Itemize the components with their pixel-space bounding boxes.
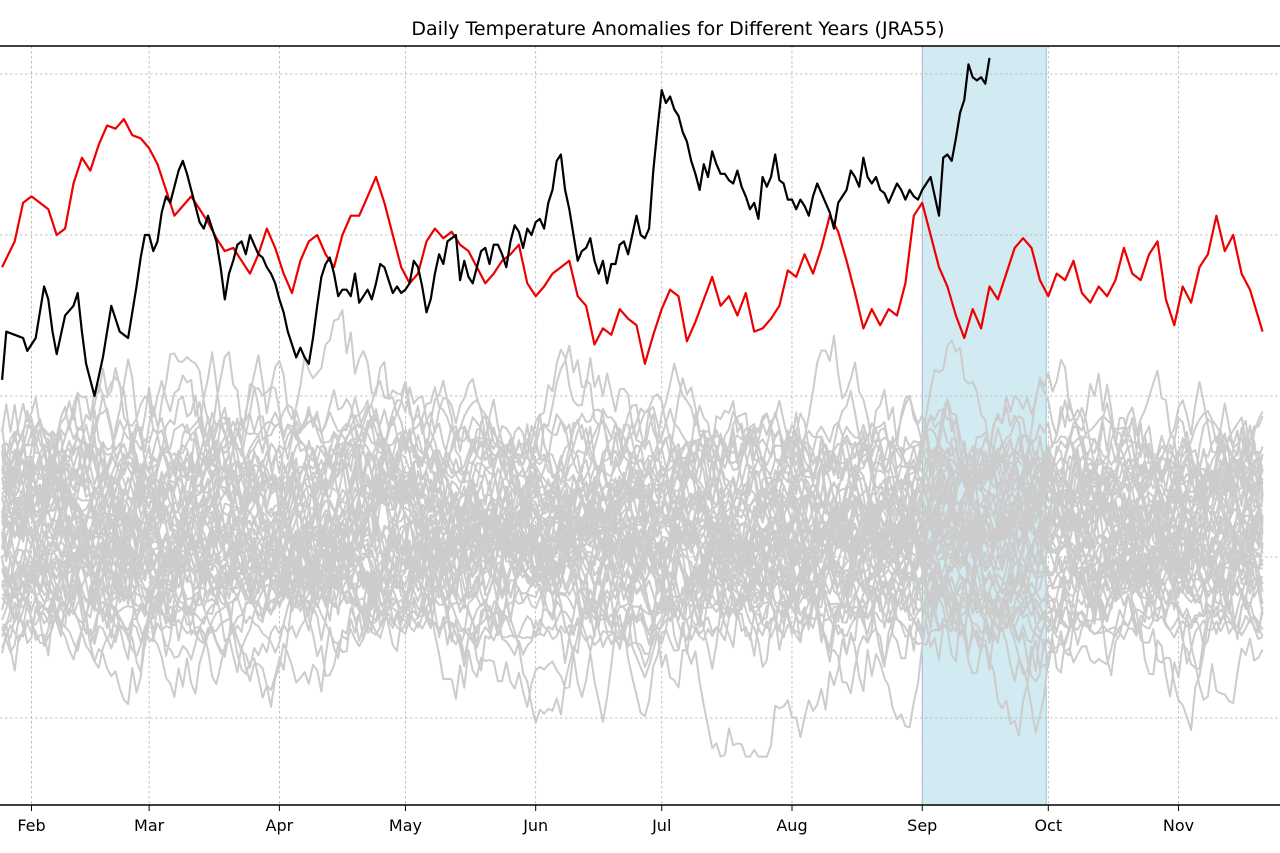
x-tick-label: Oct <box>1034 816 1062 835</box>
x-tick-label: May <box>389 816 422 835</box>
background-year-line <box>1 472 1264 615</box>
black-series-line <box>1 57 991 398</box>
x-tick-label: Apr <box>266 816 294 835</box>
background-year-lines <box>1 309 1264 758</box>
background-year-line <box>1 496 1264 705</box>
background-year-line <box>1 389 1264 547</box>
background-year-line <box>1 539 1264 669</box>
background-year-line <box>1 309 1264 568</box>
x-tick-label: Mar <box>134 816 165 835</box>
x-tick-label: Jul <box>651 816 671 835</box>
background-year-line <box>1 455 1264 683</box>
x-tick-label: Sep <box>907 816 937 835</box>
background-year-line <box>1 425 1264 524</box>
highlighted-series <box>1 57 1264 398</box>
background-year-line <box>1 472 1264 642</box>
background-year-line <box>1 476 1264 652</box>
background-year-line <box>1 445 1264 709</box>
background-year-line <box>1 511 1264 641</box>
x-axis-ticks: Feb Mar Apr May Jun Jul Aug Sep Oct Nov <box>17 805 1194 835</box>
x-tick-label: Nov <box>1163 816 1194 835</box>
chart-title: Daily Temperature Anomalies for Differen… <box>411 18 944 40</box>
background-year-line <box>1 411 1264 499</box>
background-year-line <box>1 492 1264 594</box>
x-tick-label: Jun <box>522 816 548 835</box>
background-year-line <box>1 447 1264 612</box>
x-tick-label: Feb <box>17 816 45 835</box>
background-year-line <box>1 389 1264 592</box>
background-year-line <box>1 377 1264 641</box>
x-tick-label: Aug <box>776 816 807 835</box>
background-year-line <box>1 405 1264 533</box>
background-year-line <box>1 499 1264 734</box>
